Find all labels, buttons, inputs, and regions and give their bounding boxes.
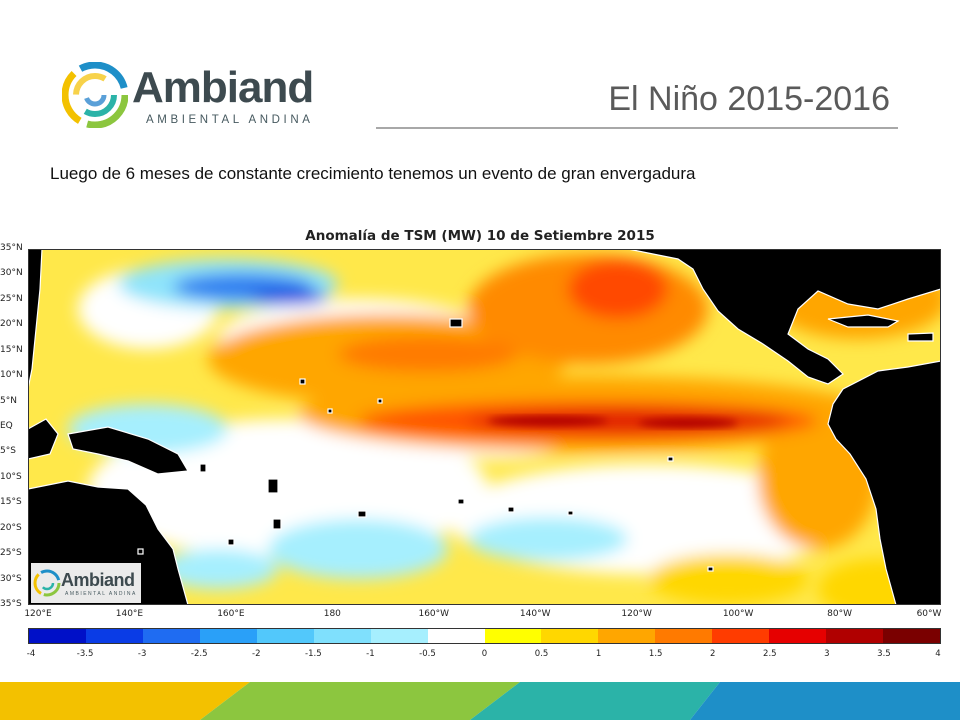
longitude-label: 140°E bbox=[115, 609, 144, 619]
latitude-label: 10°S bbox=[0, 471, 22, 482]
latitude-label: 35°S bbox=[0, 599, 22, 609]
longitude-label: 180 bbox=[323, 609, 341, 619]
latitude-label: 25°N bbox=[0, 293, 23, 304]
latitude-label: 15°S bbox=[0, 497, 22, 508]
colorbar-tick-label: 1 bbox=[595, 649, 602, 659]
colorbar-tick-label: -0.5 bbox=[419, 649, 436, 659]
colorbar-tick-label: -2.5 bbox=[190, 649, 208, 659]
colorbar-tick-label: 0 bbox=[481, 649, 488, 659]
colorbar-segment bbox=[313, 629, 371, 643]
colorbar-segment bbox=[883, 629, 940, 643]
longitude-label: 60°W bbox=[916, 609, 942, 619]
colorbar-segment bbox=[370, 629, 428, 643]
latitude-label: 5°S bbox=[0, 446, 16, 457]
watermark-brand: Ambiand bbox=[61, 570, 135, 590]
colorbar-tick-label: 3.5 bbox=[877, 649, 891, 659]
longitude-label: 140°W bbox=[519, 609, 551, 619]
longitude-label: 80°W bbox=[827, 609, 852, 619]
longitude-label: 120°W bbox=[621, 609, 652, 619]
brand-logo: Ambiand AMBIENTAL ANDINA bbox=[62, 62, 324, 134]
colorbar-tick-label: 0.5 bbox=[534, 649, 549, 659]
slide-subtitle: Luego de 6 meses de constante crecimient… bbox=[50, 164, 696, 183]
map-title: Anomalía de TSM (MW) 10 de Setiembre 201… bbox=[305, 228, 655, 244]
brand-tagline: AMBIENTAL ANDINA bbox=[146, 114, 314, 126]
colorbar-segment bbox=[712, 629, 770, 643]
colorbar-tick-label: -1 bbox=[366, 649, 375, 659]
colorbar-tick-label: 2 bbox=[710, 649, 716, 659]
colorbar-tick-label: 1.5 bbox=[648, 649, 663, 659]
colorbar bbox=[28, 628, 941, 644]
swirl-logo-icon bbox=[62, 62, 128, 128]
colorbar-segment bbox=[484, 629, 542, 643]
colorbar-tick-label: -1.5 bbox=[305, 649, 322, 659]
latitude-label: 30°S bbox=[0, 573, 22, 584]
longitude-label: 120°E bbox=[24, 609, 52, 619]
latitude-label: 30°N bbox=[0, 268, 23, 279]
colorbar-segment bbox=[541, 629, 599, 643]
colorbar-segment bbox=[769, 629, 827, 643]
sst-map-graphic bbox=[28, 249, 941, 605]
longitude-label: 100°W bbox=[722, 609, 754, 619]
latitude-label: 20°N bbox=[0, 319, 23, 330]
watermark-swirl-icon bbox=[33, 569, 61, 597]
latitude-label: 15°N bbox=[0, 344, 23, 355]
colorbar-segment bbox=[427, 629, 485, 643]
colorbar-segment bbox=[199, 629, 257, 643]
latitude-label: 20°S bbox=[0, 522, 22, 533]
colorbar-tick-label: -4 bbox=[26, 649, 36, 659]
colorbar-segment bbox=[655, 629, 713, 643]
colorbar-segment bbox=[85, 629, 143, 643]
colorbar-segment bbox=[598, 629, 656, 643]
slide-title: El Niño 2015-2016 bbox=[608, 80, 890, 118]
footer-stripes bbox=[0, 682, 960, 720]
brand-name: Ambiand bbox=[132, 63, 314, 112]
colorbar-tick-label: 4 bbox=[935, 649, 941, 659]
latitude-label: 35°N bbox=[0, 243, 23, 253]
colorbar-tick-label: 2.5 bbox=[763, 649, 777, 659]
colorbar-segment bbox=[142, 629, 200, 643]
watermark-tagline: AMBIENTAL ANDINA bbox=[65, 591, 137, 597]
colorbar-segment bbox=[256, 629, 314, 643]
colorbar-segment bbox=[29, 629, 86, 643]
title-divider bbox=[376, 127, 898, 129]
latitude-label: EQ bbox=[0, 421, 13, 431]
longitude-label: 160°E bbox=[217, 609, 245, 619]
latitude-label: 25°S bbox=[0, 548, 22, 559]
colorbar-tick-label: -3.5 bbox=[76, 649, 94, 659]
colorbar-tick-label: -2 bbox=[252, 649, 261, 659]
sst-anomaly-map: Ambiand AMBIENTAL ANDINA bbox=[28, 249, 941, 605]
colorbar-tick-label: -3 bbox=[137, 649, 147, 659]
map-watermark: Ambiand AMBIENTAL ANDINA bbox=[31, 563, 141, 603]
latitude-label: 10°N bbox=[0, 370, 23, 381]
latitude-label: 5°N bbox=[0, 395, 17, 406]
longitude-label: 160°W bbox=[418, 609, 450, 619]
colorbar-tick-label: 3 bbox=[824, 649, 830, 659]
colorbar-segment bbox=[826, 629, 884, 643]
